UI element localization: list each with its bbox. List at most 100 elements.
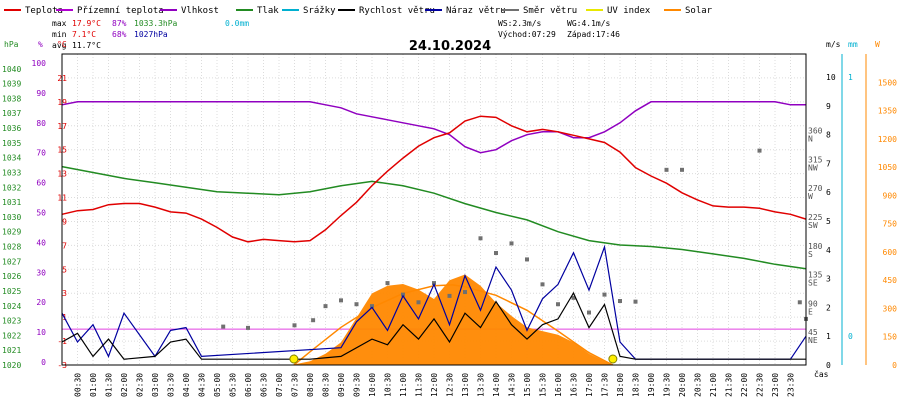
direction-point	[633, 299, 638, 304]
w-tick-label: 1350	[878, 107, 897, 116]
direction-point	[478, 236, 483, 241]
time-tick-label: 11:00	[399, 373, 408, 397]
stats-block: max 17.9°C 87% 1033.3hPa 0.0mm min 7.1°C…	[52, 19, 620, 50]
direction-point	[447, 293, 452, 298]
ms-tick-label: 8	[826, 131, 831, 140]
wind-speed-line	[61, 291, 806, 360]
time-tick-label: 15:30	[539, 373, 548, 397]
time-tick-label: 01:30	[105, 373, 114, 397]
time-tick-label: 17:00	[585, 373, 594, 397]
w-tick-label: 450	[883, 276, 898, 285]
plot-frame	[61, 53, 807, 366]
mm-unit-label: mm	[848, 40, 858, 49]
stat-wg: WG:4.1m/s	[567, 19, 611, 28]
stat-min-press: 1027hPa	[134, 30, 168, 39]
dir-tick-degrees: 135	[808, 271, 823, 280]
w-tick-label: 150	[883, 333, 898, 342]
degc-tick-label: 9	[62, 217, 67, 226]
ms-tick-label: 0	[826, 361, 831, 370]
stat-max-label: max	[52, 19, 67, 28]
dir-tick-compass: S	[808, 250, 813, 259]
time-tick-label: 23:30	[787, 373, 796, 397]
legend-label-rain: Srážky	[303, 6, 336, 16]
time-unit-label: čas	[814, 369, 829, 379]
pct-tick-label: 100	[32, 59, 47, 68]
legend: Teplota Přízemní teplota Vlhkost Tlak Srážky…	[4, 6, 713, 16]
time-tick-label: 19:30	[663, 373, 672, 397]
hpa-tick-label: 1036	[2, 124, 21, 133]
ms-tick-label: 4	[826, 246, 831, 255]
dir-tick-compass: NE	[808, 336, 818, 345]
pct-tick-label: 0	[41, 358, 46, 367]
time-tick-label: 11:30	[415, 373, 424, 397]
direction-point	[618, 299, 622, 304]
time-tick-label: 04:30	[198, 373, 207, 397]
time-tick-label: 01:00	[89, 373, 98, 397]
legend-label-temp: Teplota	[25, 6, 63, 16]
direction-point	[664, 167, 669, 172]
time-tick-label: 05:30	[229, 373, 238, 397]
pct-tick-label: 70	[36, 149, 46, 158]
w-unit-label: W	[875, 40, 880, 49]
ms-unit-label: m/s	[826, 40, 841, 49]
hpa-tick-label: 1023	[2, 317, 21, 326]
dir-tick-compass: NW	[808, 163, 818, 172]
axis-unit-labels: hPa % °C m/s mm W čas	[4, 40, 880, 379]
w-tick-label: 900	[883, 191, 898, 200]
time-tick-label: 06:00	[244, 373, 253, 397]
time-tick-label: 20:30	[694, 373, 703, 397]
mm-tick-label: 0	[848, 332, 853, 341]
time-tick-label: 02:00	[120, 373, 129, 397]
direction-point	[323, 304, 328, 309]
data-marks	[61, 101, 808, 366]
time-tick-label: 09:30	[353, 373, 362, 397]
ms-tick-label: 9	[826, 102, 831, 111]
direction-point	[221, 324, 226, 329]
stat-min-temp: 7.1°C	[72, 30, 96, 39]
stat-max-press: 1033.3hPa	[134, 19, 178, 28]
sunset-marker	[608, 354, 618, 364]
pct-tick-label: 30	[36, 268, 46, 277]
time-tick-label: 14:00	[492, 373, 501, 397]
dir-tick-compass: SW	[808, 221, 818, 230]
time-tick-label: 13:00	[461, 373, 470, 397]
w-tick-label: 0	[892, 361, 897, 370]
pct-tick-label: 90	[36, 89, 46, 98]
time-tick-label: 16:30	[570, 373, 579, 397]
direction-point	[292, 323, 297, 328]
hpa-tick-label: 1025	[2, 287, 21, 296]
mm-tick-label: 1	[848, 73, 853, 82]
stat-avg-label: avg	[52, 41, 67, 50]
hpa-tick-label: 1031	[2, 198, 21, 207]
legend-label-gust: Náraz větru	[446, 6, 506, 16]
hpa-tick-label: 1033	[2, 168, 21, 177]
w-tick-label: 1200	[878, 135, 897, 144]
time-tick-label: 08:00	[306, 373, 315, 397]
time-tick-label: 23:00	[771, 373, 780, 397]
time-tick-label: 10:00	[368, 373, 377, 397]
w-tick-label: 600	[883, 248, 898, 257]
direction-point	[370, 304, 374, 309]
dir-tick-compass: W	[808, 192, 813, 201]
ms-tick-label: 3	[826, 275, 831, 284]
time-tick-label: 19:00	[647, 373, 656, 397]
time-tick-label: 12:00	[430, 373, 439, 397]
ms-tick-label: 2	[826, 303, 831, 312]
hpa-tick-label: 1027	[2, 257, 21, 266]
pct-tick-label: 40	[36, 238, 46, 247]
time-tick-label: 21:00	[709, 373, 718, 397]
stat-min-label: min	[52, 30, 67, 39]
stat-max-hum: 87%	[112, 19, 127, 28]
hpa-tick-label: 1020	[2, 361, 21, 370]
time-tick-label: 22:00	[740, 373, 749, 397]
stat-sunset: Západ:17:46	[567, 30, 620, 39]
theoretical-solar-line	[293, 284, 614, 366]
direction-point	[587, 310, 591, 315]
direction-point	[556, 302, 560, 307]
ms-tick-label: 6	[826, 188, 831, 197]
degc-unit-label: °C	[57, 40, 67, 49]
dir-tick-compass: SE	[808, 279, 818, 288]
time-tick-label: 07:00	[275, 373, 284, 397]
direction-point	[354, 302, 359, 307]
